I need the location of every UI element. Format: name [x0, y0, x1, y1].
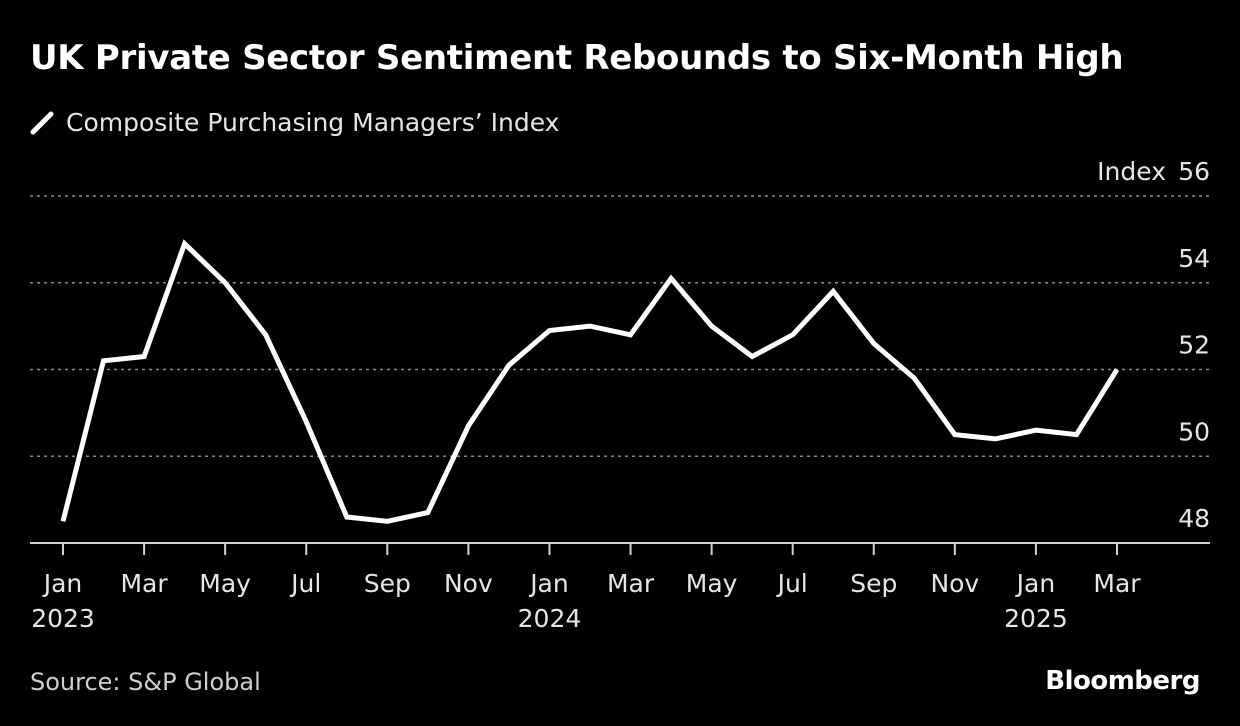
x-tick-year-2024: 2024 [518, 604, 582, 633]
x-tick-label-4: May [199, 569, 251, 598]
x-tick-label-18: Jul [776, 569, 808, 598]
x-tick-label-0: Jan [42, 569, 83, 598]
x-tick-label-8: Sep [364, 569, 411, 598]
x-tick-year-2023: 2023 [31, 604, 95, 633]
x-tick-label-10: Nov [444, 569, 493, 598]
x-tick-label-16: May [686, 569, 738, 598]
tick-labels: 48 50 52 54 56 Index Jan 2023 Mar May Jul Sep Nov Jan… [31, 157, 1210, 633]
y-tick-label-54: 54 [1178, 244, 1210, 273]
y-axis-label: Index [1097, 157, 1166, 186]
legend: Composite Purchasing Managers’ Index [30, 108, 559, 137]
x-tick-label-14: Mar [607, 569, 655, 598]
x-tick-year-2025: 2025 [1004, 604, 1068, 633]
series-line-composite-pmi [60, 239, 1120, 524]
y-tick-label-56: 56 [1178, 157, 1210, 186]
y-tick-label-50: 50 [1178, 417, 1210, 446]
y-tick-label-48: 48 [1178, 504, 1210, 533]
legend-line-icon [30, 111, 54, 134]
gridlines [30, 195, 1210, 457]
x-tick-label-20: Sep [850, 569, 897, 598]
series [60, 239, 1120, 524]
x-tick-label-2: Mar [120, 569, 168, 598]
x-tick-label-22: Nov [930, 569, 979, 598]
legend-label: Composite Purchasing Managers’ Index [66, 108, 560, 137]
x-tick-label-12: Jan [528, 569, 569, 598]
x-tick-label-26: Mar [1093, 569, 1141, 598]
x-tick-label-6: Jul [289, 569, 321, 598]
x-tick-label-24: Jan [1015, 569, 1056, 598]
y-tick-label-52: 52 [1178, 331, 1210, 360]
chart-title: UK Private Sector Sentiment Rebounds to … [30, 38, 1124, 78]
bloomberg-logo: Bloomberg [1045, 666, 1200, 696]
axes [30, 542, 1210, 555]
source-note: Source: S&P Global [30, 668, 261, 696]
